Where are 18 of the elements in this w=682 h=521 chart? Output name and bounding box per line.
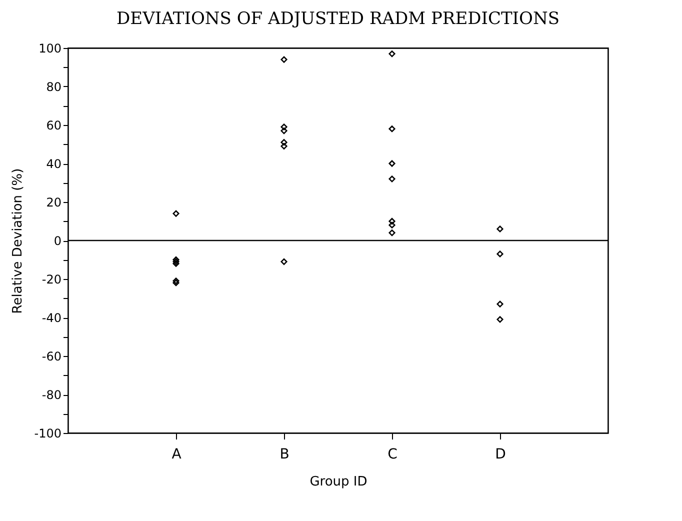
- y-tick-label: -20: [42, 272, 62, 286]
- y-tick-label: -100: [34, 426, 62, 440]
- y-tick-label: -60: [42, 350, 62, 364]
- y-tick-label: 40: [46, 157, 62, 171]
- y-tick-label: 20: [46, 196, 62, 210]
- x-tick-label: C: [388, 446, 398, 462]
- y-axis-title: Relative Deviation (%): [10, 168, 26, 314]
- y-tick-label: 0: [54, 234, 62, 248]
- x-tick-label: A: [172, 446, 182, 462]
- y-tick-label: -40: [42, 311, 62, 325]
- x-tick-label: D: [495, 446, 506, 462]
- y-tick-label: -80: [42, 388, 62, 402]
- y-tick-label: 100: [38, 42, 62, 56]
- x-axis-title: Group ID: [310, 474, 368, 490]
- chart-title: DEVIATIONS OF ADJUSTED RADM PREDICTIONS: [116, 9, 560, 29]
- y-tick-label: 80: [46, 80, 62, 94]
- y-tick-label: 60: [46, 118, 62, 132]
- x-tick-label: B: [280, 446, 290, 462]
